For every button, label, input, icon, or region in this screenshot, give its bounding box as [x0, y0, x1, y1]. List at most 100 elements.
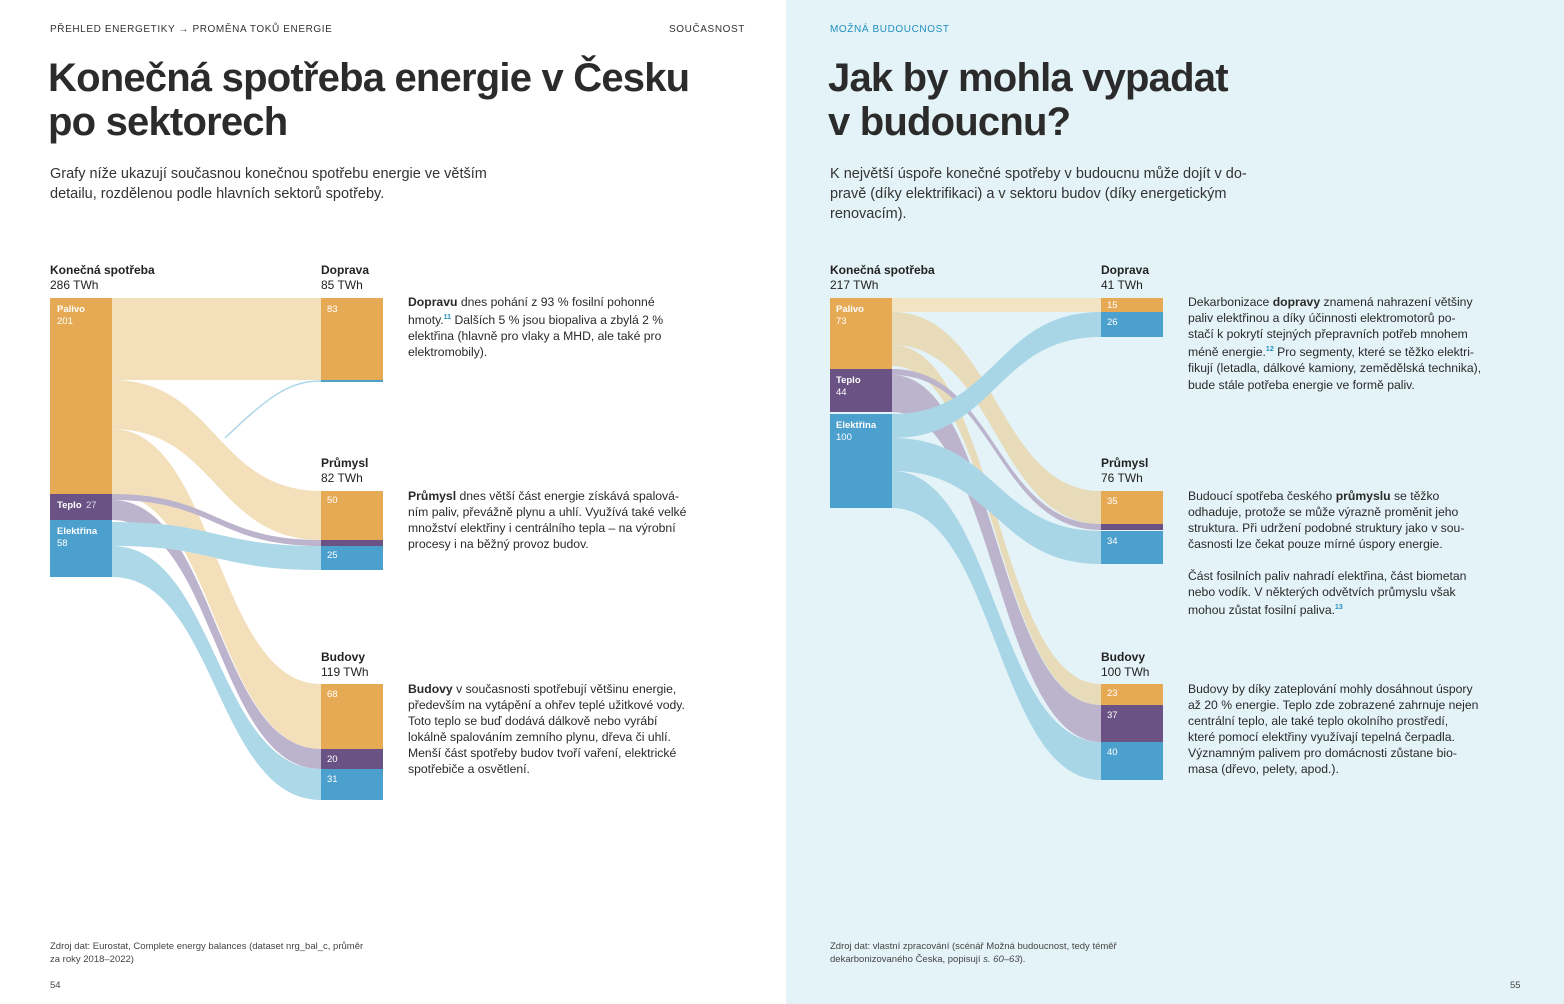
sector-budovy-palivo-value: 23 — [1107, 688, 1118, 699]
node-palivo — [830, 298, 892, 369]
description-budovy: Budovy by díky zateplování mohly dosáhno… — [1188, 681, 1478, 778]
page-title: Konečná spotřeba energie v Česku po sekt… — [48, 56, 690, 144]
flow-elektrina-budovy — [892, 471, 1101, 780]
desc-text: Menší část spotřeby budov tvoří vaření, … — [408, 746, 677, 761]
footnote-ref[interactable]: 13 — [1335, 604, 1343, 612]
description-prumysl: Budoucí spotřeba českého průmyslu se těž… — [1188, 488, 1464, 552]
node-teplo-name: Teplo — [57, 500, 82, 511]
desc-text: Budovy by díky zateplování mohly dosáhno… — [1188, 682, 1473, 696]
sector-budovy-elektrina — [1101, 742, 1163, 780]
sector-budovy-elektrina — [321, 769, 383, 800]
desc-text: které pomocí elektřiny využívají tepelná… — [1188, 730, 1455, 745]
sector-doprava-palivo — [321, 298, 383, 380]
flow-teplo-prumysl — [112, 494, 321, 546]
desc-text: dnes větší část energie získává spalová- — [456, 489, 679, 503]
sector-budovy-teplo-value: 37 — [1107, 710, 1118, 721]
sector-prumysl-elektrina — [1101, 531, 1163, 564]
sector-name: Budovy — [1101, 650, 1146, 664]
source-page-ref[interactable]: s. 60–63 — [983, 954, 1020, 965]
footnote-ref[interactable]: 11 — [443, 314, 452, 322]
source-line: ). — [1019, 954, 1026, 965]
node-teplo — [50, 494, 112, 520]
flow-palivo-budovy — [892, 345, 1101, 705]
sector-doprava-palivo-value: 15 — [1107, 300, 1118, 311]
flow-palivo-prumysl — [112, 380, 321, 540]
sector-value: 119 TWh — [321, 665, 369, 679]
desc-text: Dekarbonizace — [1188, 295, 1273, 309]
node-elektrina-value: 58 — [57, 538, 68, 549]
right-page: MOŽNÁ BUDOUCNOST Jak by mohla vypadat v … — [786, 0, 1564, 1004]
sector-doprava-elektrina — [321, 380, 383, 382]
lead-line: Grafy níže ukazují současnou konečnou sp… — [50, 166, 487, 182]
node-elektrina — [830, 414, 892, 508]
desc-text: Toto teplo se buď dodává dálkově nebo vy… — [408, 714, 658, 729]
desc-text: masa (dřevo, pelety, apod.). — [1188, 762, 1339, 777]
sector-value: 85 TWh — [321, 278, 363, 292]
desc-text: se těžko — [1390, 489, 1440, 503]
sector-name: Průmysl — [321, 456, 369, 470]
page-number: 55 — [1510, 980, 1521, 991]
flow-palivo-prumysl — [892, 312, 1101, 524]
sector-label-prumysl: Průmysl 76 TWh — [1101, 456, 1148, 486]
desc-text: až 20 % energie. Teplo zde zobrazené zah… — [1188, 698, 1479, 713]
desc-text: hmoty. — [408, 313, 444, 328]
sector-budovy-teplo-value: 20 — [327, 754, 338, 765]
source-line: Zdroj dat: Eurostat, Complete energy bal… — [50, 941, 364, 952]
sector-label-doprava: Doprava 85 TWh — [321, 263, 369, 293]
page-title: Jak by mohla vypadat v budoucnu? — [828, 56, 1229, 144]
sector-value: 76 TWh — [1101, 471, 1143, 485]
flow-elektrina-prumysl — [892, 438, 1101, 564]
lead-line: detailu, rozdělenou podle hlavních sekto… — [50, 186, 385, 202]
source-line: Zdroj dat: vlastní zpracování (scénář Mo… — [830, 941, 1117, 952]
desc-text: především na vytápění a ohřev teplé užit… — [408, 698, 685, 713]
section-label: MOŽNÁ BUDOUCNOST — [830, 24, 950, 35]
desc-text: stačí k pokrytí stejných přepravních pot… — [1188, 327, 1468, 342]
desc-text: mohou zůstat fosilní paliva. — [1188, 603, 1336, 618]
sector-prumysl-teplo — [1101, 524, 1163, 530]
source-line: dekarbonizovaného Česka, popisují — [830, 954, 984, 965]
desc-text: znamená nahrazení většiny — [1320, 295, 1473, 309]
flow-palivo-doprava — [112, 298, 321, 380]
lead-line: renovacím). — [830, 206, 907, 222]
description-doprava: Dopravu dnes pohání z 93 % fosilní pohon… — [408, 294, 663, 360]
node-teplo-name: Teplo — [836, 375, 861, 386]
node-palivo — [50, 298, 112, 494]
flow-elektrina-prumysl — [112, 522, 321, 570]
desc-text: centrální teplo, ale také teplo okolního… — [1188, 714, 1449, 729]
sector-value: 41 TWh — [1101, 278, 1143, 292]
sector-prumysl-elektrina-value: 34 — [1107, 536, 1118, 547]
sector-label-budovy: Budovy 119 TWh — [321, 650, 369, 680]
desc-text: bude stále potřeba energie ve formě pali… — [1188, 377, 1415, 392]
sector-prumysl-elektrina-value: 25 — [327, 550, 338, 561]
node-elektrina — [50, 520, 112, 577]
node-elektrina-name: Elektřina — [836, 420, 877, 431]
total-value: 286 TWh — [50, 278, 99, 292]
sector-prumysl-palivo — [1101, 491, 1163, 524]
node-palivo-name: Palivo — [57, 304, 85, 315]
footnote-ref[interactable]: 12 — [1265, 346, 1274, 354]
flow-palivo-budovy — [112, 429, 321, 749]
desc-text: fikují (letadla, dálkové kamiony, zemědě… — [1188, 361, 1482, 376]
sector-label-budovy: Budovy 100 TWh — [1101, 650, 1149, 680]
sector-prumysl-elektrina — [321, 546, 383, 570]
node-teplo-value: 44 — [836, 387, 847, 398]
sector-name: Budovy — [321, 650, 366, 664]
node-palivo-value: 201 — [57, 316, 73, 327]
desc-text: lokálně spalováním zemního plynu, dřeva … — [408, 730, 671, 745]
section-label: SOUČASNOST — [669, 24, 746, 35]
desc-text: spotřebiče a osvětlení. — [408, 762, 530, 777]
left-page: PŘEHLED ENERGETIKY → PROMĚNA TOKŮ ENERGI… — [48, 24, 746, 991]
breadcrumb: PŘEHLED ENERGETIKY → PROMĚNA TOKŮ ENERGI… — [50, 24, 333, 35]
flow-palivo-doprava — [892, 298, 1101, 312]
sector-label-prumysl: Průmysl 82 TWh — [321, 456, 368, 486]
desc-text: ním paliv, převážně plynu a uhlí. Využív… — [408, 505, 687, 520]
desc-bold: průmyslu — [1335, 489, 1391, 503]
desc-text: Dalších 5 % jsou biopaliva a zbylá 2 % — [451, 313, 664, 328]
data-source: Zdroj dat: Eurostat, Complete energy bal… — [50, 940, 363, 966]
lead-line: pravě (díky elektrifikaci) a v sektoru b… — [830, 186, 1227, 202]
node-teplo — [830, 369, 892, 412]
title-line: po sektorech — [48, 100, 288, 144]
node-palivo-name: Palivo — [836, 304, 864, 315]
desc-text: Část fosilních paliv nahradí elektřina, … — [1188, 569, 1467, 583]
sector-budovy-teplo — [321, 749, 383, 769]
